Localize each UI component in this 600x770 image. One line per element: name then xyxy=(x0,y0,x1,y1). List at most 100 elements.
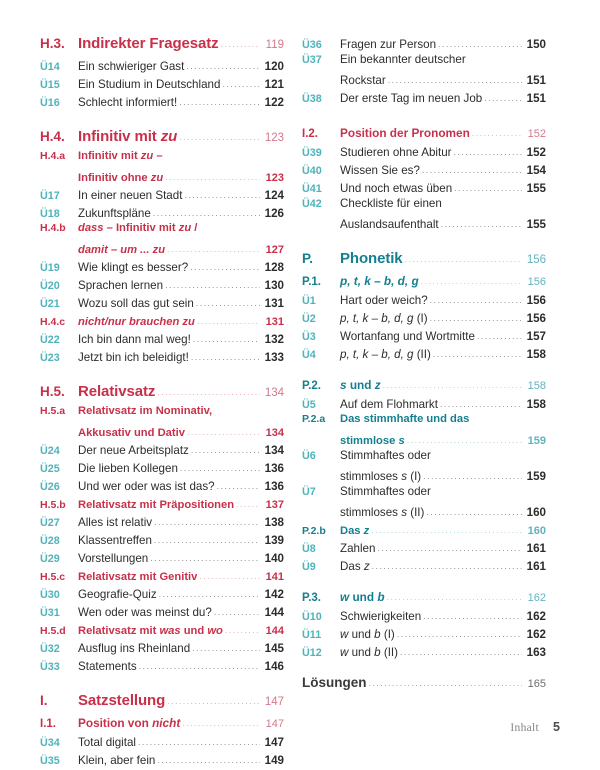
toc-section-row[interactable]: I.1. Position von nicht 147 xyxy=(40,715,284,734)
toc-exercise-row[interactable]: Ü17 In einer neuen Stadt 124 xyxy=(40,187,284,205)
toc-section-row[interactable]: P.2.a Das stimmhafte und das xyxy=(302,413,546,432)
toc-section-row[interactable]: Akkusativ und Dativ 134 xyxy=(40,424,284,442)
toc-exercise-row[interactable]: Ü2 p, t, k – b, d, g (I) 156 xyxy=(302,310,546,328)
toc-section-row[interactable]: P.2. s und z 158 xyxy=(302,377,546,396)
toc-exercise-row[interactable]: Rockstar 151 xyxy=(302,72,546,90)
toc-exercise-row[interactable]: Ü7 Stimmhaftes oder xyxy=(302,486,546,504)
toc-exercise-row[interactable]: Ü27 Alles ist relativ 138 xyxy=(40,514,284,532)
toc-section-row[interactable]: P.2.b Das z 160 xyxy=(302,522,546,540)
leader-dots xyxy=(477,328,522,344)
toc-exercise-row[interactable]: Ü14 Ein schwieriger Gast 120 xyxy=(40,58,284,76)
toc-section-row[interactable]: P. Phonetik 156 xyxy=(302,251,546,273)
entry-title: Wen oder was meinst du? xyxy=(78,606,212,619)
toc-exercise-row[interactable]: Ü38 Der erste Tag im neuen Job 151 xyxy=(302,90,546,108)
toc-exercise-row[interactable]: Ü3 Wortanfang und Wortmitte 157 xyxy=(302,328,546,346)
entry-title: Zahlen xyxy=(340,542,376,555)
toc-section-row[interactable]: P.3. w und b 162 xyxy=(302,589,546,608)
toc-exercise-row[interactable]: Ü35 Klein, aber fein 149 xyxy=(40,752,284,770)
toc-exercise-row[interactable]: Ü8 Zahlen 161 xyxy=(302,540,546,558)
leader-dots xyxy=(193,331,260,347)
leader-dots xyxy=(441,216,522,232)
toc-exercise-row[interactable]: Ü41 Und noch etwas üben 155 xyxy=(302,180,546,198)
toc-section-row[interactable]: damit – um ... zu 127 xyxy=(40,241,284,259)
toc-column-right: Ü36 Fragen zur Person 150 Ü37 Ein bekannter … xyxy=(302,36,546,695)
toc-exercise-row[interactable]: Ü37 Ein bekannter deutscher xyxy=(302,54,546,72)
toc-exercise-row[interactable]: Ü21 Wozu soll das gut sein 131 xyxy=(40,295,284,313)
toc-exercise-row[interactable]: Ü32 Ausflug ins Rheinland 145 xyxy=(40,640,284,658)
exercise-number: Ü38 xyxy=(302,93,322,105)
leader-dots xyxy=(423,608,522,624)
leader-dots xyxy=(150,550,260,566)
toc-section-row[interactable]: Infinitiv ohne zu 123 xyxy=(40,169,284,187)
toc-section-row[interactable]: H.5.d Relativsatz mit was und wo 144 xyxy=(40,622,284,640)
entry-page-number: 158 xyxy=(527,380,546,392)
toc-exercise-row[interactable]: Ü36 Fragen zur Person 150 xyxy=(302,36,546,54)
exercise-number: Ü17 xyxy=(40,190,60,202)
toc-exercise-row[interactable]: Ü11 w und b (I) 162 xyxy=(302,626,546,644)
toc-exercise-row[interactable]: Ü29 Vorstellungen 140 xyxy=(40,550,284,568)
toc-exercise-row[interactable]: Ü4 p, t, k – b, d, g (II) 158 xyxy=(302,346,546,364)
toc-section-row[interactable]: H.5.a Relativsatz im Nominativ, xyxy=(40,405,284,424)
section-number: P.2. xyxy=(302,380,321,392)
leader-dots xyxy=(180,460,260,476)
page-footer: Inhalt 5 xyxy=(510,720,560,734)
toc-section-row[interactable]: Lösungen 165 xyxy=(302,675,546,695)
leader-dots xyxy=(383,377,522,393)
toc-section-row[interactable]: P.1. p, t, k – b, d, g 156 xyxy=(302,273,546,292)
toc-exercise-row[interactable]: Ü20 Sprachen lernen 130 xyxy=(40,277,284,295)
toc-exercise-row[interactable]: Ü30 Geografie-Quiz 142 xyxy=(40,586,284,604)
toc-exercise-row[interactable]: Ü5 Auf dem Flohmarkt 158 xyxy=(302,396,546,414)
toc-exercise-row[interactable]: Ü39 Studieren ohne Abitur 152 xyxy=(302,144,546,162)
toc-exercise-row[interactable]: Ü22 Ich bin dann mal weg! 132 xyxy=(40,331,284,349)
toc-exercise-row[interactable]: Ü28 Klassentreffen 139 xyxy=(40,532,284,550)
toc-exercise-row[interactable]: Ü33 Statements 146 xyxy=(40,658,284,676)
toc-exercise-row[interactable]: Ü16 Schlecht informiert! 122 xyxy=(40,94,284,112)
entry-title: Rockstar xyxy=(340,74,386,87)
toc-exercise-row[interactable]: Ü18 Zukunftspläne 126 xyxy=(40,205,284,223)
toc-exercise-row[interactable]: Ü34 Total digital 147 xyxy=(40,734,284,752)
toc-exercise-row[interactable]: Auslandsaufenthalt 155 xyxy=(302,216,546,234)
exercise-number: Ü2 xyxy=(302,313,316,325)
toc-section-row[interactable]: H.5. Relativsatz 134 xyxy=(40,384,284,406)
toc-section-row[interactable]: H.5.c Relativsatz mit Genitiv 141 xyxy=(40,568,284,586)
toc-exercise-row[interactable]: Ü9 Das z 161 xyxy=(302,558,546,576)
toc-exercise-row[interactable]: stimmloses s (II) 160 xyxy=(302,504,546,522)
toc-section-row[interactable]: H.4.c nicht/nur brauchen zu 131 xyxy=(40,313,284,331)
toc-exercise-row[interactable]: Ü23 Jetzt bin ich beleidigt! 133 xyxy=(40,349,284,367)
entry-page-number: 119 xyxy=(265,39,284,51)
entry-title: Der erste Tag im neuen Job xyxy=(340,92,483,105)
toc-section-row[interactable]: H.5.b Relativsatz mit Präpositionen 137 xyxy=(40,496,284,514)
section-number: H.4. xyxy=(40,129,65,144)
section-number: H.4.b xyxy=(40,222,66,234)
exercise-number: Ü18 xyxy=(40,208,60,220)
entry-page-number: 155 xyxy=(526,182,546,195)
toc-exercise-row[interactable]: Ü24 Der neue Arbeitsplatz 134 xyxy=(40,442,284,460)
toc-exercise-row[interactable]: Ü25 Die lieben Kollegen 136 xyxy=(40,460,284,478)
toc-section-row[interactable]: H.3. Indirekter Fragesatz 119 xyxy=(40,36,284,58)
toc-exercise-row[interactable]: Ü42 Checkliste für einen xyxy=(302,198,546,216)
entry-page-number: 140 xyxy=(264,552,284,565)
toc-section-row[interactable]: stimmlose s 159 xyxy=(302,432,546,450)
entry-title: Relativsatz mit Genitiv xyxy=(78,571,198,583)
toc-exercise-row[interactable]: Ü6 Stimmhaftes oder xyxy=(302,450,546,468)
toc-exercise-row[interactable]: stimmloses s (I) 159 xyxy=(302,468,546,486)
entry-page-number: 155 xyxy=(526,218,546,231)
toc-exercise-row[interactable]: Ü31 Wen oder was meinst du? 144 xyxy=(40,604,284,622)
toc-exercise-row[interactable]: Ü1 Hart oder weich? 156 xyxy=(302,292,546,310)
toc-section-row[interactable]: I. Satzstellung 147 xyxy=(40,693,284,715)
entry-title: Wozu soll das gut sein xyxy=(78,297,194,310)
toc-exercise-row[interactable]: Ü19 Wie klingt es besser? 128 xyxy=(40,259,284,277)
toc-exercise-row[interactable]: Ü40 Wissen Sie es? 154 xyxy=(302,162,546,180)
entry-title: Schlecht informiert! xyxy=(78,96,178,109)
entry-title: Ein Studium in Deutschland xyxy=(78,78,221,91)
toc-section-row[interactable]: H.4.b dass – Infinitiv mit zu / xyxy=(40,222,284,241)
toc-section-row[interactable]: I.2. Position der Pronomen 152 xyxy=(302,125,546,144)
entry-page-number: 158 xyxy=(526,348,546,361)
leader-dots xyxy=(217,478,260,494)
toc-exercise-row[interactable]: Ü12 w und b (II) 163 xyxy=(302,644,546,662)
toc-section-row[interactable]: H.4. Infinitiv mit zu 123 xyxy=(40,129,284,151)
toc-exercise-row[interactable]: Ü26 Und wer oder was ist das? 136 xyxy=(40,478,284,496)
toc-section-row[interactable]: H.4.a Infinitiv mit zu – xyxy=(40,150,284,169)
toc-exercise-row[interactable]: Ü10 Schwierigkeiten 162 xyxy=(302,608,546,626)
toc-exercise-row[interactable]: Ü15 Ein Studium in Deutschland 121 xyxy=(40,76,284,94)
